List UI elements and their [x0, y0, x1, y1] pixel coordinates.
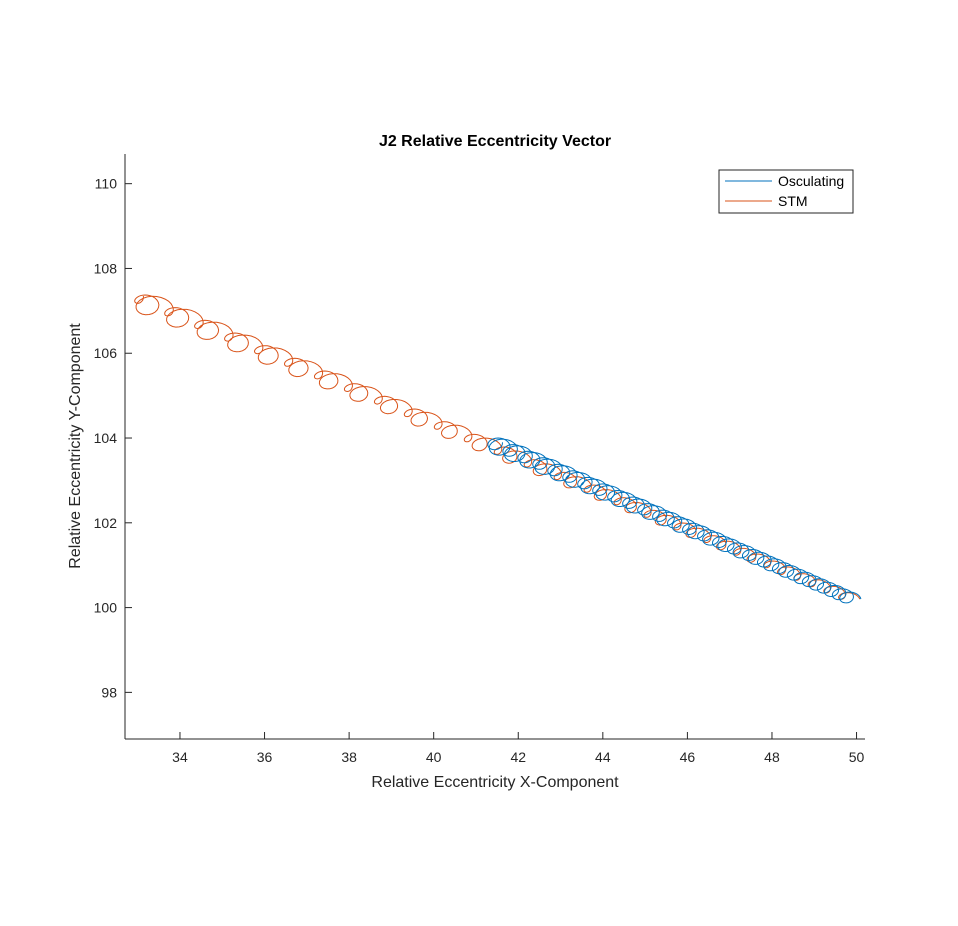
x-tick-label: 42	[510, 749, 526, 765]
x-tick-label: 40	[426, 749, 442, 765]
series-line-osculating	[487, 437, 862, 604]
x-tick-label: 50	[849, 749, 865, 765]
y-axis-label: Relative Eccentricity Y-Component	[67, 323, 84, 569]
x-tick-label: 46	[680, 749, 696, 765]
y-tick-label: 110	[95, 176, 118, 192]
x-axis-label: Relative Eccentricity X-Component	[371, 774, 619, 791]
x-tick-label: 34	[172, 749, 188, 765]
legend-label-stm: STM	[778, 193, 808, 209]
y-tick-label: 100	[94, 600, 118, 616]
x-tick-label: 48	[764, 749, 780, 765]
legend-box	[718, 169, 854, 214]
chart-title: J2 Relative Eccentricity Vector	[379, 133, 611, 150]
series-line-stm	[134, 294, 861, 600]
plot-area: 34 36 38 40 42 44 46 48 50 98 100 102 104 106 108 110	[94, 154, 865, 765]
y-tick-label: 104	[94, 430, 118, 446]
y-tick-label: 108	[94, 260, 118, 276]
legend: Osculating STM	[718, 169, 854, 214]
y-tick-label: 102	[94, 515, 118, 531]
x-tick-label: 38	[341, 749, 357, 765]
x-tick-label: 44	[595, 749, 611, 765]
y-tick-label: 106	[94, 345, 118, 361]
legend-label-osculating: Osculating	[778, 173, 844, 189]
x-tick-label: 36	[257, 749, 273, 765]
y-tick-label: 98	[101, 684, 117, 700]
